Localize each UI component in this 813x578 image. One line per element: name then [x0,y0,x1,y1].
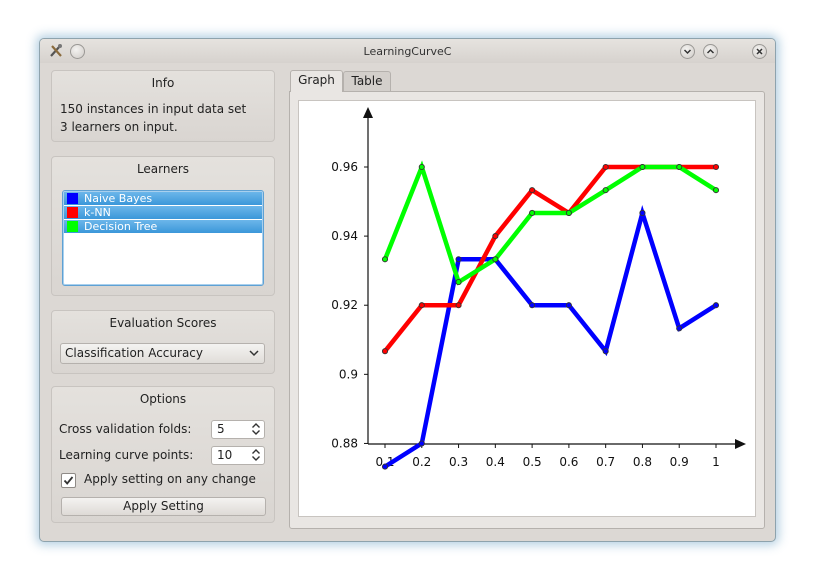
info-title: Info [151,76,175,90]
options-title: Options [139,392,187,406]
data-point-decision-tree [565,209,572,217]
data-point-decision-tree [529,209,536,217]
x-axis-arrow [735,439,746,449]
window-title: LearningCurveC [363,45,452,58]
chevron-down-icon [683,49,692,55]
learners-list[interactable]: Naive Bayes k-NN Decision Tree [62,190,264,286]
data-point-k-nn [712,163,720,171]
learner-item-knn[interactable]: k-NN [64,206,262,219]
tab-graph[interactable]: Graph [290,70,343,92]
x-tick-label: 1 [712,455,720,469]
learning-curve-window: LearningCurveC Info 150 instances in inp… [39,38,776,542]
decision-tree-color-swatch [67,221,78,232]
learner-item-decision-tree[interactable]: Decision Tree [64,220,262,233]
x-tick-label: 0.7 [596,455,615,469]
data-point-decision-tree [676,163,683,171]
learner-label: k-NN [84,206,111,219]
x-tick-label: 0.5 [523,455,542,469]
evaluation-score-select[interactable]: Classification Accuracy [60,343,265,364]
points-spinbox[interactable]: 10 [211,446,265,465]
y-tick-label: 0.92 [331,298,358,312]
data-point-decision-tree [381,256,389,263]
data-point-naive-bayes [418,440,425,447]
data-point-k-nn [529,187,536,194]
data-point-decision-tree [639,163,646,171]
learner-label: Decision Tree [84,220,158,233]
data-point-naive-bayes [529,302,536,309]
learner-label: Naive Bayes [84,192,153,205]
learner-item-naive-bayes[interactable]: Naive Bayes [64,192,262,205]
series-line-naive-bayes [383,204,718,469]
data-point-decision-tree [602,187,609,194]
options-panel: Options Cross validation folds: 5 Learni… [51,386,275,523]
x-tick-label: 0.6 [559,455,578,469]
knn-color-swatch [67,207,78,218]
spin-arrows-icon[interactable] [251,448,261,462]
checkmark-icon [63,476,74,485]
points-label: Learning curve points: [59,448,194,462]
minimize-button[interactable] [680,44,695,59]
title-bar[interactable]: LearningCurveC [40,39,775,63]
x-tick-label: 0.4 [486,455,505,469]
info-learners-text: 3 learners on input. [60,120,178,134]
data-point-decision-tree [418,163,425,171]
tab-table[interactable]: Table [343,71,391,91]
data-point-naive-bayes [602,348,609,355]
chevron-down-icon [249,350,259,357]
data-point-decision-tree [492,256,499,263]
spin-arrows-icon[interactable] [251,422,261,436]
learning-curve-plot[interactable]: 0.88 0.9 0.92 0.94 0.96 0.1 0.2 0.3 0.4 0.5 0.6 0.7… [298,100,756,517]
y-axis-arrow [363,107,373,118]
points-value: 10 [217,448,233,462]
x-tick-label: 0.8 [633,455,652,469]
app-icon[interactable] [48,43,64,59]
close-icon [756,48,763,55]
close-button[interactable] [752,44,767,59]
naive-bayes-color-swatch [67,193,78,204]
series-line-k-nn [383,164,716,353]
learners-title: Learners [136,162,190,176]
series-line-decision-tree [382,160,718,286]
data-point-naive-bayes [712,302,720,309]
data-point-naive-bayes [381,463,389,470]
data-point-naive-bayes [455,256,462,263]
learning-curve-chart: 0.880.90.920.940.960.1 0.2 0.3 0.4 0.5 0.6 0.7… [331,107,746,470]
evaluation-panel: Evaluation Scores Classification Accurac… [51,310,275,374]
data-point-k-nn [381,348,389,355]
keep-above-button[interactable] [70,44,85,59]
data-point-naive-bayes [639,209,646,217]
data-point-decision-tree [455,279,462,286]
info-instances-text: 150 instances in input data set [60,102,247,116]
folds-label: Cross validation folds: [59,422,192,436]
y-tick-label: 0.96 [331,160,358,174]
learners-panel: Learners Naive Bayes k-NN Decision Tree [51,156,275,296]
y-tick-label: 0.88 [331,436,358,450]
data-point-naive-bayes [676,325,683,332]
y-tick-label: 0.94 [331,229,358,243]
maximize-button[interactable] [703,44,718,59]
evaluation-title: Evaluation Scores [109,316,217,330]
data-point-k-nn [602,163,609,171]
y-tick-label: 0.9 [339,367,358,381]
evaluation-selected-value: Classification Accuracy [65,346,203,360]
chevron-up-icon [706,48,715,54]
apply-on-change-checkbox[interactable] [61,473,76,488]
x-tick-label: 0.2 [412,455,431,469]
graph-tab-pane: 0.88 0.9 0.92 0.94 0.96 0.1 0.2 0.3 0.4 0.5 0.6 0.7… [289,91,765,529]
folds-spinbox[interactable]: 5 [211,420,265,439]
apply-setting-button[interactable]: Apply Setting [61,497,266,516]
data-point-decision-tree [712,187,720,194]
data-point-k-nn [492,233,499,240]
x-tick-label: 0.9 [670,455,689,469]
apply-on-change-label: Apply setting on any change [84,472,256,486]
data-point-k-nn [455,302,462,309]
data-point-k-nn [418,302,425,309]
x-tick-label: 0.3 [449,455,468,469]
data-point-naive-bayes [565,302,572,309]
folds-value: 5 [217,422,225,436]
info-panel: Info 150 instances in input data set 3 l… [51,70,275,142]
